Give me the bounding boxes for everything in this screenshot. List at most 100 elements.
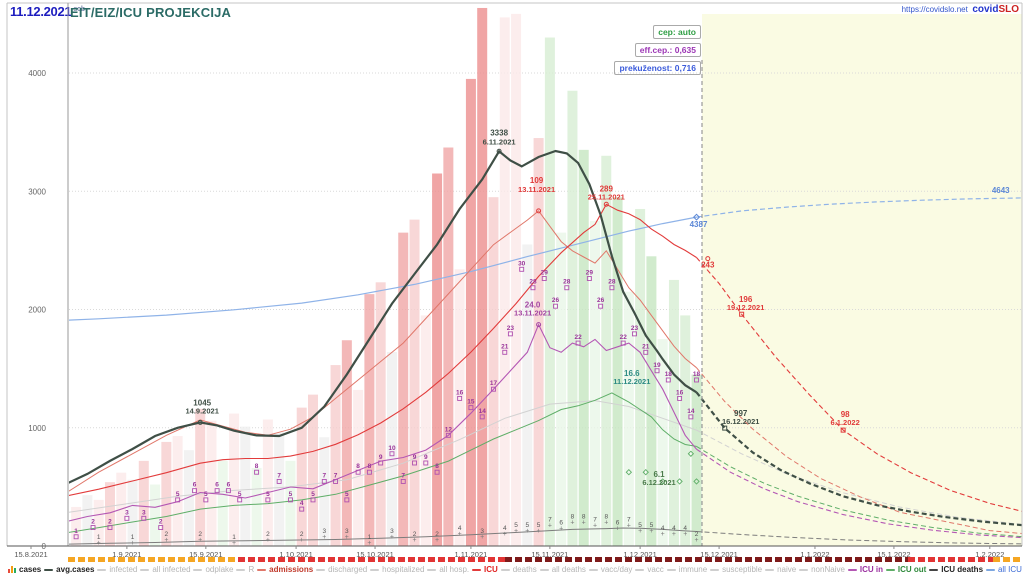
icu-deaths-daily-scatter: +1+1 +2+2+1 +2+2 +3+3+1 +3+2+2 +4+3 +4 +5+5+5 +7… [97,513,699,547]
svg-text:+: + [548,522,552,529]
svg-text:5: 5 [650,522,654,529]
eff-cep-box[interactable]: eff.cep.: 0,635 [634,43,701,57]
svg-text:243: 243 [701,261,715,270]
svg-text:+: + [345,534,349,541]
svg-text:2: 2 [108,519,112,526]
svg-text:4: 4 [458,525,462,532]
svg-text:+: + [649,528,653,535]
legend-label: infected [109,565,138,574]
legend-item-immune[interactable]: immune [666,565,707,574]
site-link[interactable]: https://covidslo.net [901,5,968,14]
legend-item-cases[interactable]: cases [8,565,41,574]
svg-text:8: 8 [435,463,439,470]
icu-out-daily-scatter [625,450,700,485]
svg-text:2: 2 [435,531,439,538]
legend-item-deaths[interactable]: deaths [500,565,537,574]
brand-covid: covid [972,4,999,15]
legend-label: cases [19,565,42,574]
legend-item-all-infected[interactable]: all infected [140,565,191,574]
legend-item-icu-in[interactable]: ICU in [847,565,883,574]
svg-text:289: 289 [600,184,614,193]
svg-text:21: 21 [501,343,509,350]
svg-text:3: 3 [125,509,129,516]
svg-text:+: + [164,537,168,544]
legend-item-icu-out[interactable]: ICU out [885,565,927,574]
legend-item-infected[interactable]: infected [97,565,137,574]
cases-bars-icon [8,566,16,573]
legend-item-avg-cases[interactable]: avg.cases [44,565,94,574]
legend-label: avg.cases [56,565,95,574]
legend-item-discharged[interactable]: discharged [316,565,367,574]
legend-label: ICU [484,565,498,574]
svg-text:15.8.2021: 15.8.2021 [14,550,47,559]
legend-swatch [316,568,326,571]
legend-swatch [710,568,720,571]
legend-label: all infected [152,565,191,574]
svg-text:+: + [593,522,597,529]
svg-text:4: 4 [661,525,665,532]
legend-item-admissions[interactable]: admissions [257,565,313,574]
legend-item-odplake[interactable]: odplake [193,565,234,574]
legend-item-all-hosp-[interactable]: all hosp. [427,565,469,574]
svg-text:1.9.2021: 1.9.2021 [112,550,141,559]
legend-item-icu-deaths[interactable]: ICU deaths [929,565,983,574]
svg-text:5: 5 [514,522,518,529]
svg-text:2: 2 [91,519,95,526]
svg-text:1.1.2022: 1.1.2022 [800,550,829,559]
report-date-value: 11.12.2021 [10,4,72,19]
svg-text:109: 109 [530,176,544,185]
svg-text:1.12.2021: 1.12.2021 [623,550,656,559]
svg-text:0: 0 [42,542,47,551]
legend-label: ICU out [897,565,927,574]
cep-setting-box[interactable]: cep: auto [653,25,701,39]
svg-text:+: + [232,540,236,547]
svg-text:9: 9 [379,454,383,461]
legend-item-all-deaths[interactable]: all deaths [539,565,586,574]
legend-item-naive[interactable]: naive [765,565,796,574]
series-icu-out [69,392,1022,538]
legend-item-hospitalized[interactable]: hospitalized [370,565,424,574]
svg-text:5: 5 [238,491,242,498]
measures-strip-segment-4 [993,557,1022,562]
svg-text:15.10.2021: 15.10.2021 [356,550,394,559]
report-weekday: sob [73,5,85,13]
svg-text:2: 2 [159,519,163,526]
svg-text:3: 3 [322,528,326,535]
svg-text:10: 10 [388,445,396,452]
svg-text:1: 1 [74,528,78,535]
legend-swatch [847,568,857,571]
svg-text:17: 17 [490,380,498,387]
legend-swatch [236,568,246,571]
svg-text:5: 5 [638,522,642,529]
svg-text:18: 18 [665,371,673,378]
svg-text:16: 16 [676,389,684,396]
svg-text:+: + [694,537,698,544]
legend-label: hospitalized [382,565,425,574]
legend-item-vacc-day[interactable]: vacc/day [588,565,632,574]
legend-item-susceptible[interactable]: susceptible [710,565,762,574]
chart-frame [6,2,1023,547]
svg-text:+: + [683,531,687,538]
measures-strip-segment-0 [68,557,238,562]
legend-item-nonnaive[interactable]: nonNaive [799,565,845,574]
svg-text:15.1.2022: 15.1.2022 [877,550,910,559]
legend-item-vacc[interactable]: vacc [635,565,664,574]
legend-swatch [539,568,549,571]
svg-text:196: 196 [739,295,753,304]
svg-text:7: 7 [334,472,338,479]
prekuzenost-box[interactable]: prekuženost: 0,716 [614,61,701,75]
svg-text:2: 2 [695,531,699,538]
legend-item-icu[interactable]: ICU [472,565,498,574]
svg-text:3000: 3000 [28,187,46,196]
legend-label: admissions [269,565,314,574]
legend-item-r[interactable]: R [236,565,254,574]
svg-text:15.9.2021: 15.9.2021 [189,550,222,559]
svg-text:6: 6 [215,482,219,489]
measures-strip-segment-3 [908,557,993,562]
svg-text:22: 22 [620,334,628,341]
legend-item-all-icu[interactable]: all ICU [985,565,1022,574]
svg-text:+: + [300,537,304,544]
legend-swatch [765,568,775,571]
